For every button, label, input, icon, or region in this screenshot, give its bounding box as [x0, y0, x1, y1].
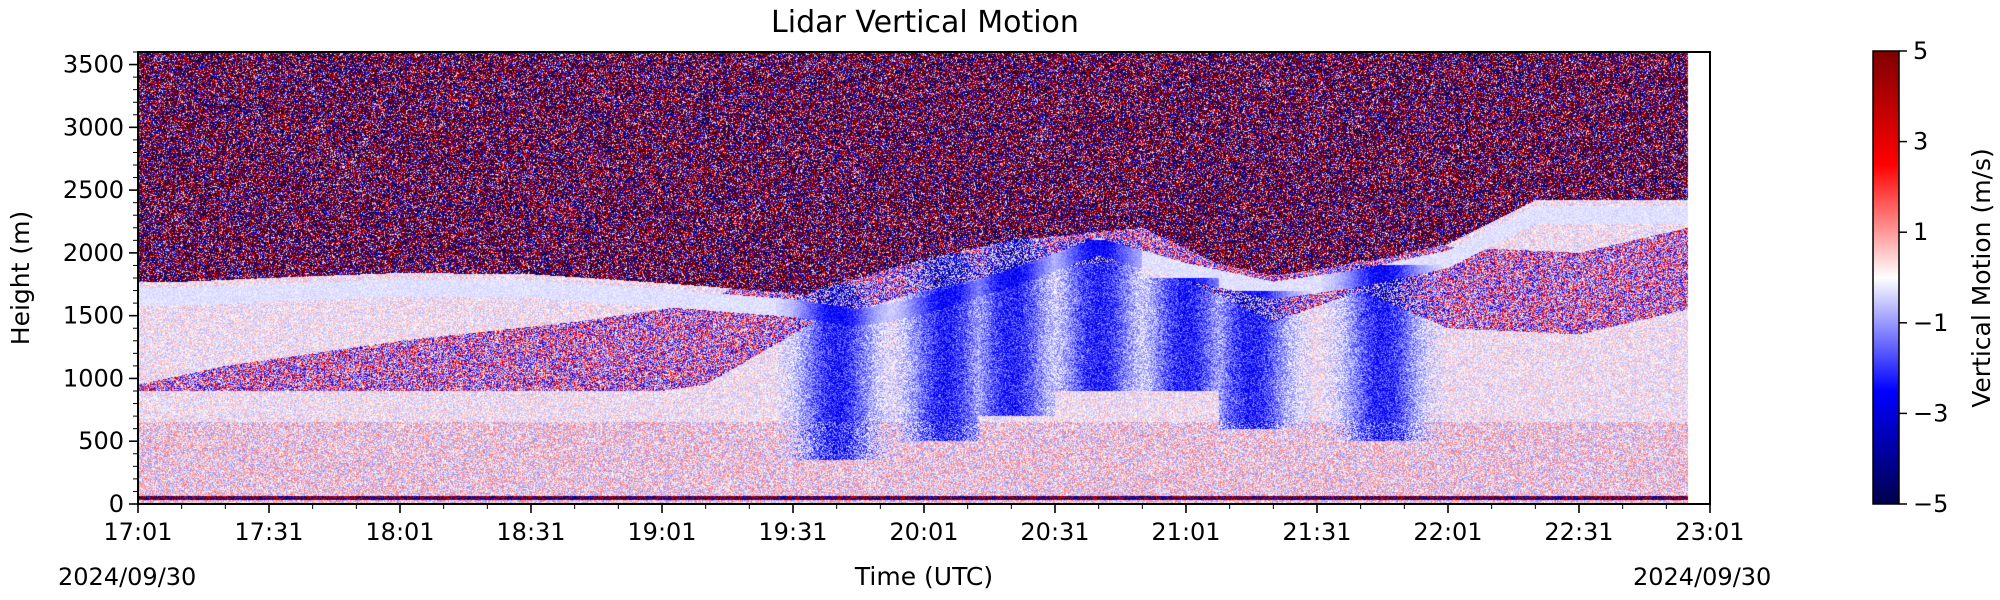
y-tick-label: 0 [109, 490, 124, 518]
y-tick-label: 500 [78, 427, 124, 455]
colorbar-tick-label: 5 [1913, 37, 1928, 65]
x-tick-label: 23:01 [1675, 518, 1744, 546]
x-tick-label: 17:01 [103, 518, 172, 546]
x-tick-label: 22:01 [1413, 518, 1482, 546]
y-tick-label: 2000 [63, 239, 124, 267]
x-tick-label: 19:01 [627, 518, 696, 546]
colorbar-tick-label: −1 [1913, 309, 1948, 337]
x-axis: 17:01 17:31 18:01 18:31 19:01 19:31 20:01 20:31… [103, 504, 1745, 546]
plot-area [137, 51, 1711, 505]
date-left-label: 2024/09/30 [58, 563, 196, 591]
x-tick-label: 21:31 [1282, 518, 1351, 546]
colorbar: 5 3 1 −1 −3 −5 Vertical Motion (m/s) [1872, 37, 1996, 518]
heatmap-image [138, 52, 1710, 504]
date-right-label: 2024/09/30 [1633, 563, 1771, 591]
x-tick-label: 18:31 [496, 518, 565, 546]
x-tick-label: 20:31 [1020, 518, 1089, 546]
y-tick-label: 2500 [63, 176, 124, 204]
y-tick-label: 3000 [63, 113, 124, 141]
x-tick-label: 21:01 [1151, 518, 1220, 546]
chart-title: Lidar Vertical Motion [771, 5, 1079, 40]
y-axis-label: Height (m) [6, 211, 35, 345]
heatmap-canvas [138, 52, 1710, 504]
colorbar-tick-label: 1 [1913, 218, 1928, 246]
x-tick-label: 20:01 [889, 518, 958, 546]
colorbar-tick-label: −5 [1913, 490, 1948, 518]
x-tick-label: 22:31 [1544, 518, 1613, 546]
colorbar-gradient [1872, 50, 1900, 505]
x-axis-label: Time (UTC) [854, 562, 993, 591]
colorbar-tick-label: 3 [1913, 128, 1928, 156]
x-tick-label: 18:01 [365, 518, 434, 546]
colorbar-label: Vertical Motion (m/s) [1967, 148, 1996, 408]
colorbar-tick-label: −3 [1913, 399, 1948, 427]
x-tick-label: 19:31 [758, 518, 827, 546]
y-tick-label: 3500 [63, 51, 124, 79]
y-axis: 0 500 1000 1500 2000 2500 3000 3500 [63, 51, 138, 518]
x-tick-label: 17:31 [234, 518, 303, 546]
colorbar-ticks: 5 3 1 −1 −3 −5 [1899, 37, 1948, 518]
y-tick-label: 1000 [63, 364, 124, 392]
y-tick-label: 1500 [63, 302, 124, 330]
